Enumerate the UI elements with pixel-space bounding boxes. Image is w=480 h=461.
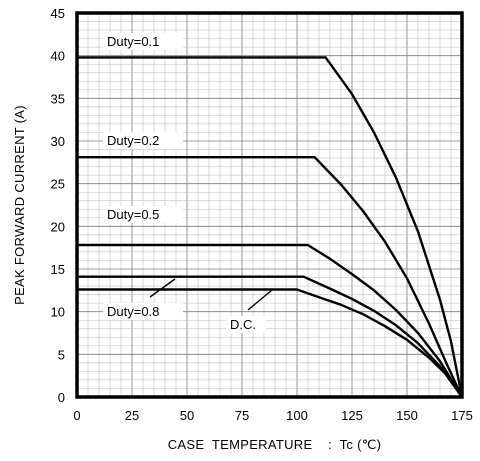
x-tick-label: 100: [286, 408, 308, 423]
y-tick-label: 0: [58, 390, 65, 405]
series-line: [77, 288, 463, 398]
series-line: [77, 155, 464, 398]
series-label-background: [226, 316, 266, 333]
x-tick-labels: 0 25 50 75 100 125 150 175: [73, 408, 472, 423]
series-line: [77, 56, 464, 398]
y-tick-label: 45: [51, 6, 65, 21]
x-tick-label: 175: [451, 408, 473, 423]
y-tick-label: 10: [51, 305, 65, 320]
series-label: Duty=0.5: [107, 207, 159, 222]
series-line: [77, 243, 464, 398]
plot-frame: [75, 11, 464, 399]
y-tick-label: 20: [51, 219, 65, 234]
y-tick-labels: 0 5 10 15 20 25 30 35 40 45: [51, 6, 65, 405]
y-tick-label: 15: [51, 262, 65, 277]
series-label: Duty=0.1: [107, 34, 159, 49]
series-label-background: [103, 206, 183, 223]
series-label: Duty=0.8: [107, 304, 159, 319]
x-axis-title: CASE TEMPERATURE : Tc (℃): [168, 437, 382, 452]
series-label: D.C.: [230, 317, 256, 332]
series-line: [77, 275, 463, 398]
x-tick-label: 150: [396, 408, 418, 423]
x-tick-label: 50: [180, 408, 194, 423]
grid: [77, 13, 462, 397]
y-tick-label: 40: [51, 49, 65, 64]
series-label: Duty=0.2: [107, 133, 159, 148]
y-tick-label: 30: [51, 134, 65, 149]
y-tick-label: 25: [51, 177, 65, 192]
y-tick-label: 35: [51, 91, 65, 106]
series-labels: Duty=0.1 Duty=0.2 Duty=0.5 Duty=0.8 D.C.: [103, 33, 273, 333]
x-tick-label: 125: [341, 408, 363, 423]
y-tick-label: 5: [58, 347, 65, 362]
series-label-background: [103, 303, 183, 320]
x-tick-label: 75: [235, 408, 249, 423]
x-tick-label: 0: [73, 408, 80, 423]
leader-line: [247, 289, 273, 311]
curves: [77, 56, 464, 398]
x-tick-label: 25: [125, 408, 139, 423]
y-axis-title: PEAK FORWARD CURRENT (A): [12, 105, 27, 305]
series-label-background: [103, 33, 183, 50]
series-label-background: [103, 132, 183, 149]
leader-line: [149, 278, 176, 298]
